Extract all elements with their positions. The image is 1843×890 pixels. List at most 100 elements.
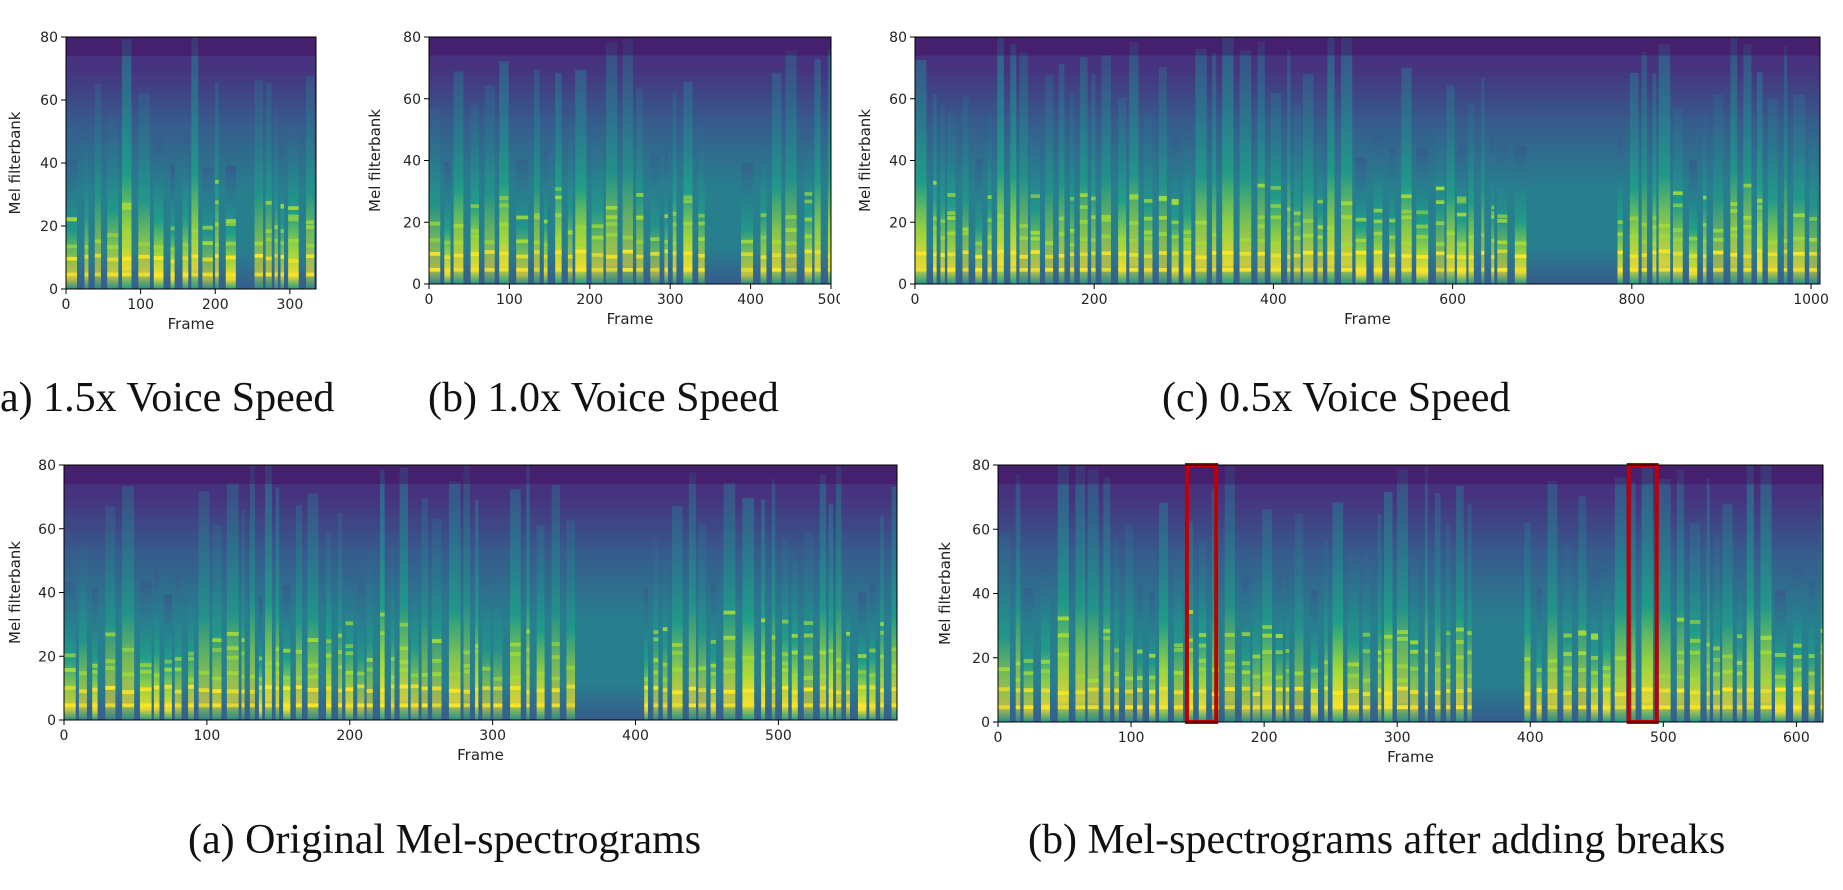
- harmonic-band: [933, 180, 937, 185]
- harmonic-band: [463, 663, 470, 668]
- y-tick-label: 80: [40, 30, 58, 46]
- harmonic-band: [338, 633, 343, 638]
- spectrogram-chart-with-breaks: 0 100 200 300 400 500 600 0 20 40 60 80 Frame Mel fil…: [936, 458, 1824, 766]
- harmonic-band: [1676, 705, 1685, 710]
- x-tick-label: 0: [62, 297, 71, 313]
- voiced-frame: [962, 96, 969, 284]
- harmonic-band: [1563, 705, 1572, 710]
- harmonic-band: [1793, 251, 1805, 256]
- voiced-frame: [723, 482, 736, 720]
- harmonic-band: [1171, 220, 1179, 225]
- harmonic-band: [1722, 654, 1733, 659]
- harmonic-band: [326, 653, 332, 658]
- harmonic-band: [1118, 267, 1127, 272]
- harmonic-band: [688, 686, 696, 691]
- voiced-frame: [1424, 465, 1428, 722]
- harmonic-band: [1158, 216, 1167, 220]
- harmonic-band: [1434, 667, 1441, 672]
- harmonic-band: [1434, 690, 1441, 695]
- harmonic-band: [1491, 215, 1495, 219]
- harmonic-band: [1536, 688, 1542, 692]
- harmonic-band: [174, 689, 182, 694]
- harmonic-band: [782, 668, 789, 672]
- harmonic-band: [880, 677, 884, 682]
- harmonic-band: [998, 667, 1010, 672]
- harmonic-band: [819, 674, 827, 679]
- voiced-frame: [122, 486, 135, 720]
- voiced-frame: [1275, 573, 1283, 722]
- harmonic-band: [1481, 233, 1485, 238]
- harmonic-band: [499, 251, 509, 256]
- harmonic-band: [791, 690, 798, 694]
- harmonic-band: [470, 267, 479, 272]
- harmonic-band: [1091, 267, 1096, 272]
- harmonic-band: [915, 235, 927, 240]
- harmonic-band: [1722, 669, 1733, 674]
- harmonic-band: [636, 215, 644, 220]
- harmonic-band: [723, 703, 736, 708]
- harmonic-band: [1118, 237, 1127, 241]
- harmonic-band: [1224, 649, 1235, 654]
- harmonic-band: [1347, 705, 1360, 710]
- harmonic-band: [1224, 687, 1235, 691]
- harmonic-band: [153, 673, 160, 678]
- voiced-frame: [761, 499, 766, 720]
- harmonic-band: [254, 253, 264, 258]
- harmonic-band: [869, 673, 876, 678]
- harmonic-band: [1547, 667, 1558, 672]
- harmonic-band: [1760, 679, 1772, 683]
- harmonic-band: [1198, 667, 1207, 672]
- harmonic-band: [710, 663, 716, 668]
- harmonic-band: [1389, 218, 1396, 223]
- harmonic-band: [1257, 224, 1265, 229]
- harmonic-band: [1079, 205, 1088, 209]
- harmonic-band: [891, 664, 897, 669]
- harmonic-band: [683, 267, 693, 272]
- harmonic-band: [182, 256, 189, 261]
- harmonic-band: [846, 670, 850, 675]
- harmonic-band: [1524, 705, 1531, 710]
- harmonic-band: [138, 242, 150, 246]
- voiced-frame: [410, 557, 419, 720]
- harmonic-band: [1287, 207, 1291, 212]
- harmonic-band: [975, 267, 983, 272]
- voiced-frame: [78, 544, 87, 720]
- harmonic-band: [533, 212, 540, 217]
- harmonic-band: [463, 703, 470, 708]
- harmonic-band: [92, 687, 98, 692]
- harmonic-band: [723, 610, 736, 615]
- voiced-frame: [1706, 478, 1710, 722]
- harmonic-band: [453, 253, 464, 258]
- harmonic-band: [791, 650, 798, 655]
- harmonic-band: [1793, 643, 1802, 648]
- y-tick-label: 60: [403, 92, 421, 108]
- harmonic-band: [1362, 678, 1371, 683]
- harmonic-band: [1310, 668, 1318, 673]
- harmonic-band: [390, 675, 395, 680]
- harmonic-band: [191, 254, 199, 259]
- voiced-frame: [453, 71, 464, 284]
- harmonic-band: [295, 676, 302, 681]
- harmonic-band: [1547, 689, 1558, 693]
- voiced-frame: [940, 103, 945, 284]
- harmonic-band: [357, 671, 365, 676]
- voiced-frame: [653, 539, 659, 720]
- voiced-frame: [306, 76, 315, 289]
- harmonic-band: [891, 647, 897, 652]
- harmonic-band: [1384, 705, 1393, 710]
- harmonic-band: [698, 221, 705, 226]
- voiced-frame: [672, 506, 683, 720]
- voiced-frame: [444, 161, 451, 284]
- harmonic-band: [1467, 674, 1472, 679]
- harmonic-band: [664, 239, 668, 244]
- harmonic-band: [1373, 231, 1383, 236]
- harmonic-band: [1629, 254, 1639, 259]
- harmonic-band: [1652, 241, 1657, 246]
- harmonic-band: [1362, 649, 1371, 654]
- harmonic-band: [475, 649, 479, 654]
- harmonic-band: [1455, 640, 1464, 644]
- harmonic-band: [1030, 194, 1040, 199]
- harmonic-band: [84, 272, 89, 277]
- harmonic-band: [215, 180, 219, 184]
- voiced-frame: [1019, 51, 1028, 284]
